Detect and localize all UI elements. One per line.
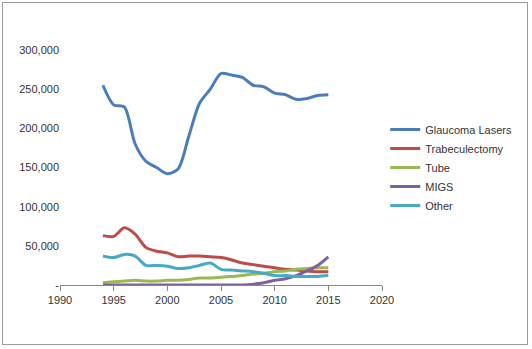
svg-text:Tube: Tube: [425, 162, 450, 174]
svg-text:2010: 2010: [262, 294, 286, 306]
svg-text:1990: 1990: [48, 294, 72, 306]
svg-text:MIGS: MIGS: [425, 181, 453, 193]
svg-text:250,000: 250,000: [19, 83, 59, 95]
svg-text:Other: Other: [425, 200, 453, 212]
svg-text:2015: 2015: [316, 294, 340, 306]
svg-text:-: -: [55, 279, 59, 291]
svg-text:50,000: 50,000: [25, 240, 59, 252]
svg-text:1995: 1995: [101, 294, 125, 306]
svg-text:2000: 2000: [155, 294, 179, 306]
svg-text:200,000: 200,000: [19, 122, 59, 134]
svg-text:100,000: 100,000: [19, 201, 59, 213]
svg-text:Trabeculectomy: Trabeculectomy: [425, 143, 503, 155]
svg-text:2005: 2005: [209, 294, 233, 306]
svg-text:Glaucoma Lasers: Glaucoma Lasers: [425, 124, 512, 136]
svg-text:150,000: 150,000: [19, 161, 59, 173]
svg-text:300,000: 300,000: [19, 44, 59, 56]
svg-text:2020: 2020: [370, 294, 394, 306]
